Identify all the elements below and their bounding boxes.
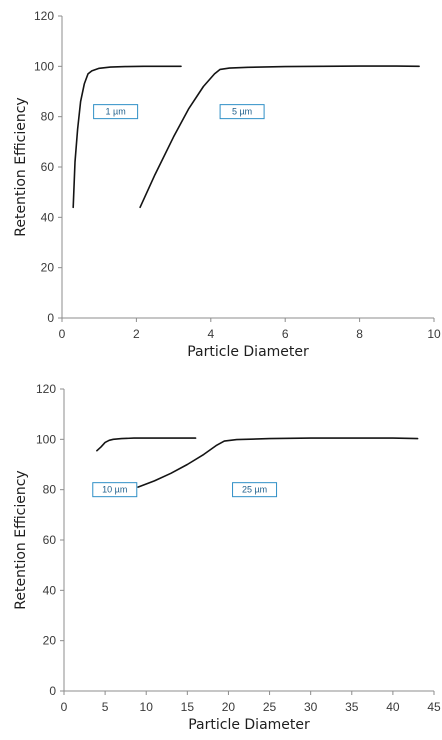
x-tick-label: 6 xyxy=(282,327,289,341)
annotation-label: 10 µm xyxy=(102,485,127,495)
y-tick-label: 0 xyxy=(49,684,56,698)
y-tick-label: 40 xyxy=(43,583,57,597)
x-axis-title: Particle Diameter xyxy=(187,344,309,360)
x-tick-label: 45 xyxy=(427,700,441,714)
x-tick-label: 2 xyxy=(133,327,140,341)
y-tick-label: 60 xyxy=(43,533,57,547)
y-tick-label: 20 xyxy=(41,261,55,275)
x-tick-label: 0 xyxy=(61,700,68,714)
x-tick-label: 40 xyxy=(386,700,400,714)
y-tick-label: 100 xyxy=(34,59,54,73)
x-tick-label: 5 xyxy=(102,700,109,714)
annotation-label: 5 µm xyxy=(232,107,252,117)
y-axis-title: Retention Efficiency xyxy=(13,97,29,236)
x-tick-label: 4 xyxy=(207,327,214,341)
y-tick-label: 120 xyxy=(34,9,54,23)
y-tick-label: 20 xyxy=(43,634,57,648)
y-tick-label: 120 xyxy=(36,382,56,396)
x-tick-label: 10 xyxy=(140,700,154,714)
annotation-box xyxy=(92,482,138,498)
chart-2: 0 20 40 60 80 100 120 0 5 10 15 20 25 30 35 40 45 Particl… xyxy=(13,382,441,733)
y-tick-label: 80 xyxy=(41,110,55,124)
y-tick-label: 100 xyxy=(36,432,56,446)
series-line xyxy=(96,437,197,452)
x-tick-label: 20 xyxy=(222,700,236,714)
y-axis-title: Retention Efficiency xyxy=(13,470,29,609)
x-tick-label: 15 xyxy=(181,700,195,714)
y-tick-label: 60 xyxy=(41,160,55,174)
annotation-label: 25 µm xyxy=(242,485,267,495)
y-tick-label: 80 xyxy=(43,483,57,497)
annotation-box xyxy=(219,104,265,120)
y-tick-label: 0 xyxy=(47,311,54,325)
x-tick-label: 0 xyxy=(59,327,66,341)
x-axis-title: Particle Diameter xyxy=(188,717,310,733)
x-tick-label: 10 xyxy=(427,327,441,341)
annotation-box xyxy=(93,104,139,120)
y-tick-label: 40 xyxy=(41,210,55,224)
x-tick-label: 30 xyxy=(304,700,318,714)
annotation-label: 1 µm xyxy=(106,107,126,117)
chart-1: 0 20 40 60 80 100 120 0 2 4 6 8 10 Particle Diameter R… xyxy=(13,9,441,360)
annotation-box xyxy=(232,482,278,498)
x-tick-label: 35 xyxy=(345,700,359,714)
series-line xyxy=(72,65,182,209)
x-tick-label: 25 xyxy=(263,700,277,714)
series-line xyxy=(139,65,420,209)
x-tick-label: 8 xyxy=(356,327,363,341)
series-line xyxy=(137,437,419,488)
